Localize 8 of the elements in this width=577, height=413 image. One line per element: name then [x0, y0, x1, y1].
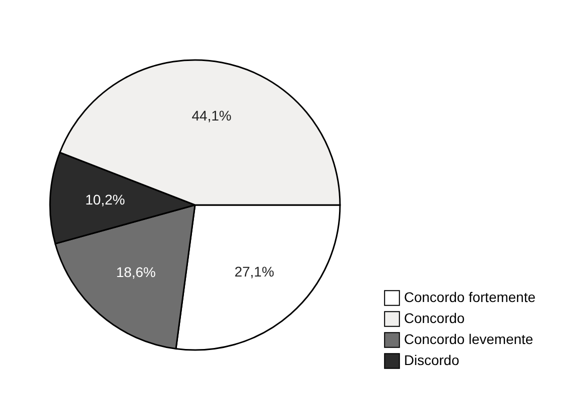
data-label: 10,2%	[85, 191, 125, 208]
data-label: 27,1%	[234, 264, 274, 280]
data-label: 18,6%	[116, 264, 156, 280]
legend-label: Discordo	[404, 352, 460, 368]
legend-label: Concordo fortemente	[404, 289, 536, 305]
data-label: 44,1%	[192, 108, 232, 124]
legend-label: Concordo levemente	[404, 331, 534, 347]
legend-label: Concordo	[404, 310, 465, 326]
